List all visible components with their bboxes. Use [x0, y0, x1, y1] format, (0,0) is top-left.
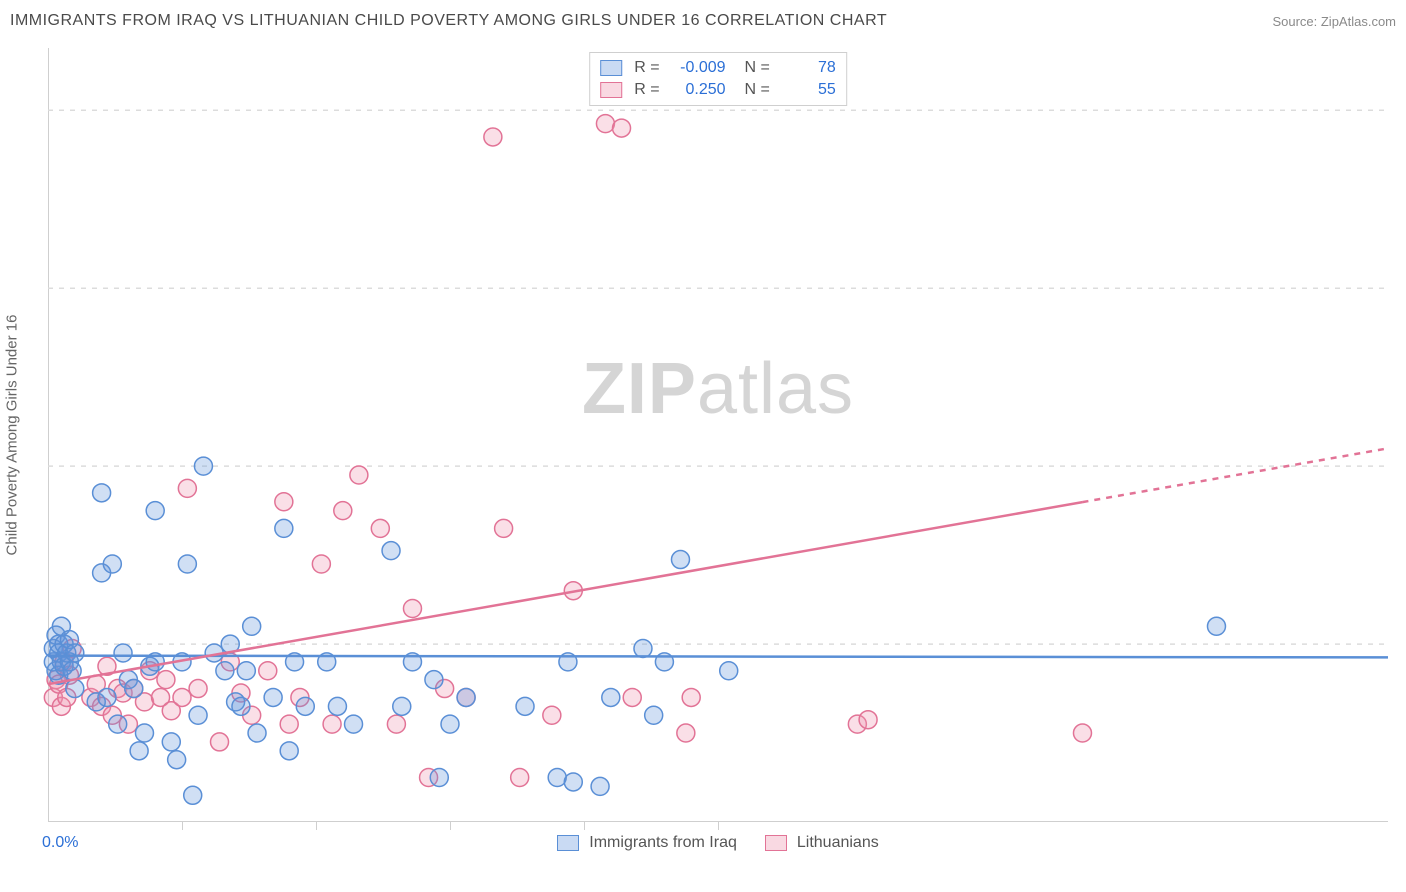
legend-item-2: Lithuanians — [765, 834, 879, 852]
swatch-pink-icon — [765, 835, 787, 851]
swatch-pink-icon — [600, 82, 622, 98]
legend-stats-row-2: R = 0.250 N = 55 — [600, 79, 836, 101]
x-minor-tick — [182, 822, 183, 830]
r-value-1: -0.009 — [670, 57, 726, 79]
legend-stats: R = -0.009 N = 78 R = 0.250 N = 55 — [589, 52, 847, 106]
r-label: R = — [634, 57, 659, 79]
x-minor-tick — [584, 822, 585, 830]
legend-item-1: Immigrants from Iraq — [557, 834, 737, 852]
x-minor-tick — [316, 822, 317, 830]
n-label: N = — [736, 57, 770, 79]
n-value-2: 55 — [780, 79, 836, 101]
plot-svg — [48, 48, 1388, 822]
n-label: N = — [736, 79, 770, 101]
x-minor-tick — [718, 822, 719, 830]
chart-area: Child Poverty Among Girls Under 16 ZIPat… — [48, 48, 1388, 822]
n-value-1: 78 — [780, 57, 836, 79]
source-attribution: Source: ZipAtlas.com — [1272, 14, 1396, 29]
swatch-blue-icon — [557, 835, 579, 851]
title-bar: IMMIGRANTS FROM IRAQ VS LITHUANIAN CHILD… — [10, 8, 1396, 34]
legend-label-2: Lithuanians — [797, 834, 879, 852]
chart-title: IMMIGRANTS FROM IRAQ VS LITHUANIAN CHILD… — [10, 12, 887, 30]
legend-label-1: Immigrants from Iraq — [589, 834, 737, 852]
swatch-blue-icon — [600, 60, 622, 76]
legend-bottom: Immigrants from Iraq Lithuanians — [48, 834, 1388, 852]
legend-stats-row-1: R = -0.009 N = 78 — [600, 57, 836, 79]
x-minor-tick — [450, 822, 451, 830]
r-label: R = — [634, 79, 659, 101]
r-value-2: 0.250 — [670, 79, 726, 101]
y-axis-label: Child Poverty Among Girls Under 16 — [4, 315, 21, 556]
